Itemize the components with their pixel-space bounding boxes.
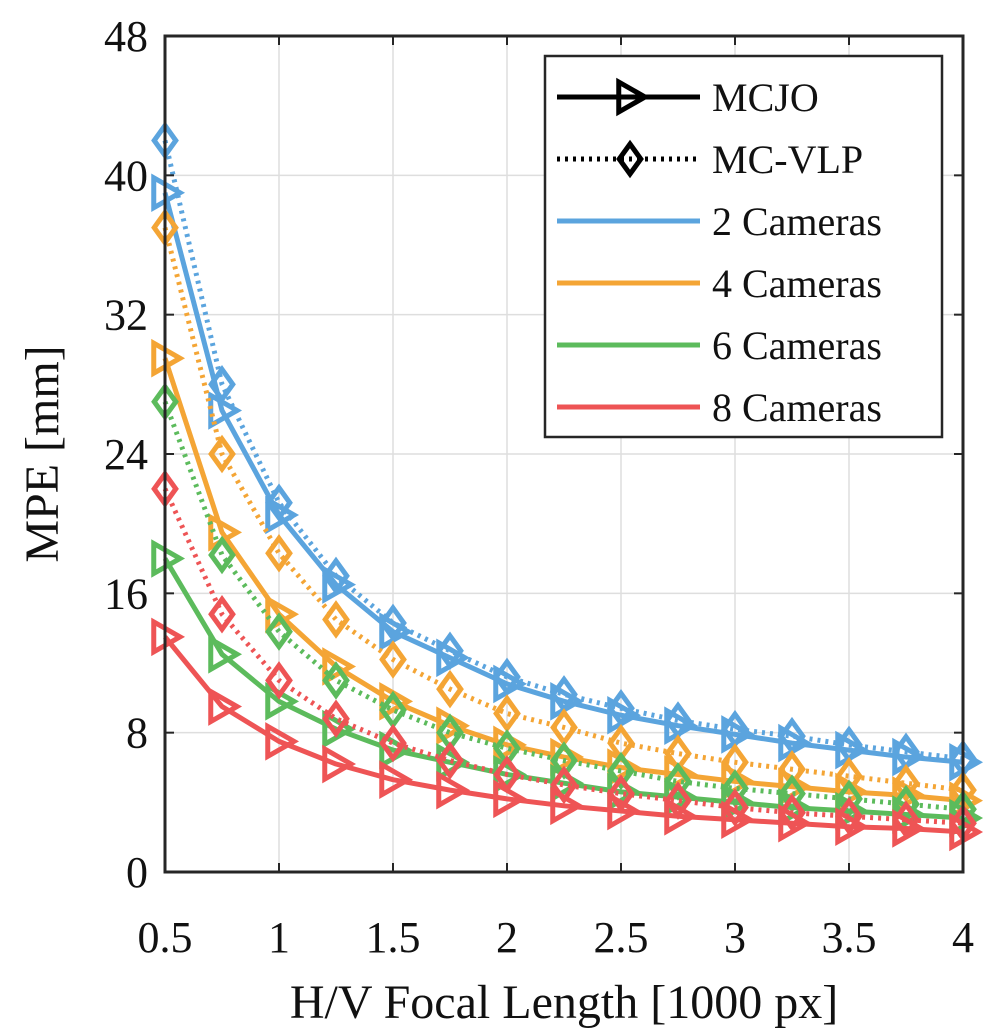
series-line: [162, 226, 964, 793]
diamond-marker: [379, 640, 407, 679]
y-axis-label: MPE [mm]: [16, 345, 69, 562]
triangle-marker: [835, 807, 870, 847]
diamond-marker: [778, 749, 806, 789]
triangle-marker: [493, 779, 528, 819]
legend-box: [543, 54, 944, 439]
diamond-marker: [550, 765, 578, 805]
triangle-marker: [151, 617, 186, 657]
diamond-marker: [835, 756, 863, 796]
diamond-marker: [550, 741, 578, 780]
series-line: [162, 400, 964, 812]
series-line: [163, 635, 964, 835]
diamond-marker: [208, 594, 236, 634]
diamond-marker: [436, 631, 464, 671]
series-layer: [151, 121, 984, 852]
diamond-marker: [778, 793, 806, 833]
x-tick-label: 2.5: [594, 913, 649, 962]
x-axis-label: H/V Focal Length [1000 px]: [290, 976, 838, 1029]
y-tick-label: 16: [104, 569, 148, 618]
diamond-marker: [664, 781, 692, 820]
legend-entry: 6 Cameras: [557, 323, 882, 368]
legend-entry: 2 Cameras: [557, 199, 882, 244]
triangle-marker: [778, 803, 813, 843]
triangle-marker: [322, 744, 357, 784]
diamond-marker: [721, 769, 749, 808]
triangle-marker: [151, 173, 186, 213]
legend-label: 6 Cameras: [712, 323, 882, 368]
x-tick-label: 2: [496, 913, 518, 962]
diamond-marker: [265, 483, 293, 523]
legend-label: 4 Cameras: [712, 261, 882, 306]
x-tick-label: 0.5: [138, 913, 193, 962]
triangle-marker: [151, 539, 186, 578]
diamond-marker: [322, 600, 350, 639]
triangle-marker: [379, 760, 414, 799]
y-tick-label: 32: [104, 291, 148, 340]
triangle-marker: [208, 391, 243, 430]
legend-entry: 8 Cameras: [557, 385, 882, 430]
legend-diamond-marker: [616, 139, 644, 179]
legend-label: MC-VLP: [712, 137, 863, 182]
series-line: [162, 557, 964, 821]
x-tick-label: 1.5: [366, 913, 421, 962]
diamond-marker: [493, 755, 521, 794]
triangle-marker: [208, 687, 243, 726]
x-tick-label: 4: [952, 913, 974, 962]
legend-label: MCJO: [712, 75, 819, 120]
diamond-marker: [892, 800, 920, 840]
series-line: [162, 192, 964, 765]
diamond-marker: [778, 774, 806, 813]
diamond-marker: [892, 763, 920, 803]
legend-entry: MC-VLP: [557, 137, 863, 182]
diamond-marker: [436, 741, 464, 780]
diamond-marker: [607, 774, 635, 813]
diamond-marker: [265, 661, 293, 700]
triangle-marker: [436, 770, 471, 810]
diamond-marker: [265, 533, 293, 573]
triangle-marker: [322, 647, 357, 686]
x-tick-label: 3.5: [822, 913, 877, 962]
diamond-marker: [379, 603, 407, 643]
diamond-marker: [322, 556, 350, 596]
diamond-marker: [664, 762, 692, 801]
legend: MCJO MC-VLP 2 Cameras 4 Cameras 6 Cameras 8 C…: [543, 54, 944, 439]
diamond-marker: [607, 689, 635, 728]
diamond-marker: [265, 612, 293, 651]
legend-label: 8 Cameras: [712, 385, 882, 430]
diamond-marker: [835, 796, 863, 836]
diamond-marker: [208, 365, 236, 404]
triangle-marker: [265, 722, 300, 761]
series-mc-vlp-8-cameras: [151, 469, 977, 843]
y-tick-label: 8: [126, 709, 148, 758]
y-tick-label: 0: [126, 848, 148, 897]
y-tick-label: 40: [104, 151, 148, 200]
diamond-marker: [208, 535, 236, 575]
diamond-marker: [379, 723, 407, 763]
diamond-marker: [493, 694, 521, 733]
diamond-marker: [208, 434, 236, 474]
triangle-marker: [208, 634, 243, 674]
triangle-marker: [151, 338, 186, 378]
series-line: [162, 357, 964, 804]
triangle-marker: [721, 800, 756, 840]
legend-entry: MCJO: [557, 75, 819, 120]
y-tick-label: 24: [104, 430, 148, 479]
diamond-marker: [436, 669, 464, 709]
diamond-marker: [493, 657, 521, 697]
diamond-marker: [721, 788, 749, 827]
legend-label: 2 Cameras: [712, 199, 882, 244]
y-tick-label: 48: [104, 12, 148, 61]
diamond-marker: [322, 699, 350, 739]
diamond-marker: [322, 661, 350, 700]
x-tick-label: 1: [268, 913, 290, 962]
x-tick-label: 3: [724, 913, 746, 962]
diamond-marker: [607, 751, 635, 791]
legend-entry: 4 Cameras: [557, 261, 882, 306]
legend-triangle-marker: [616, 77, 651, 117]
